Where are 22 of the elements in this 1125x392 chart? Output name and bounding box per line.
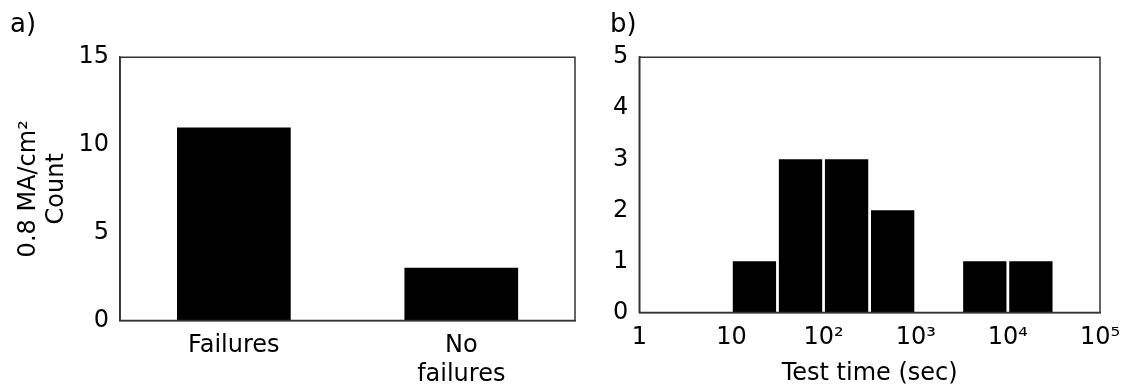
y-tick-label: 15	[78, 41, 110, 70]
y-tick-label: 0	[93, 304, 110, 333]
y-tick-label: 5	[93, 216, 110, 245]
y-tick-label: 2	[612, 194, 629, 223]
x-tick-label: 10²	[803, 322, 844, 351]
y-tick-label: 10	[78, 129, 110, 158]
x-tick-label: 10³	[895, 322, 936, 351]
y-tick-label: 4	[612, 92, 629, 121]
chart-title: a)	[10, 8, 37, 39]
y-tick-label: 0	[612, 296, 629, 325]
x-tick-label: 10⁵	[1079, 322, 1121, 351]
y-axis-title: 0.8 MA/cm² Count	[12, 120, 70, 258]
x-axis-title: Test time (sec)	[780, 357, 958, 386]
x-tick-label: Failures	[188, 330, 280, 359]
y-tick-label: 1	[612, 245, 629, 274]
y-tick-label: 5	[612, 41, 629, 70]
chart-title: b)	[610, 8, 637, 39]
x-tick-label: 10	[716, 322, 747, 351]
y-tick-label: 3	[612, 143, 629, 172]
x-tick-label: 10⁴	[987, 322, 1028, 351]
x-tick-label: No failures	[417, 330, 506, 387]
x-tick-label: 1	[631, 322, 647, 351]
